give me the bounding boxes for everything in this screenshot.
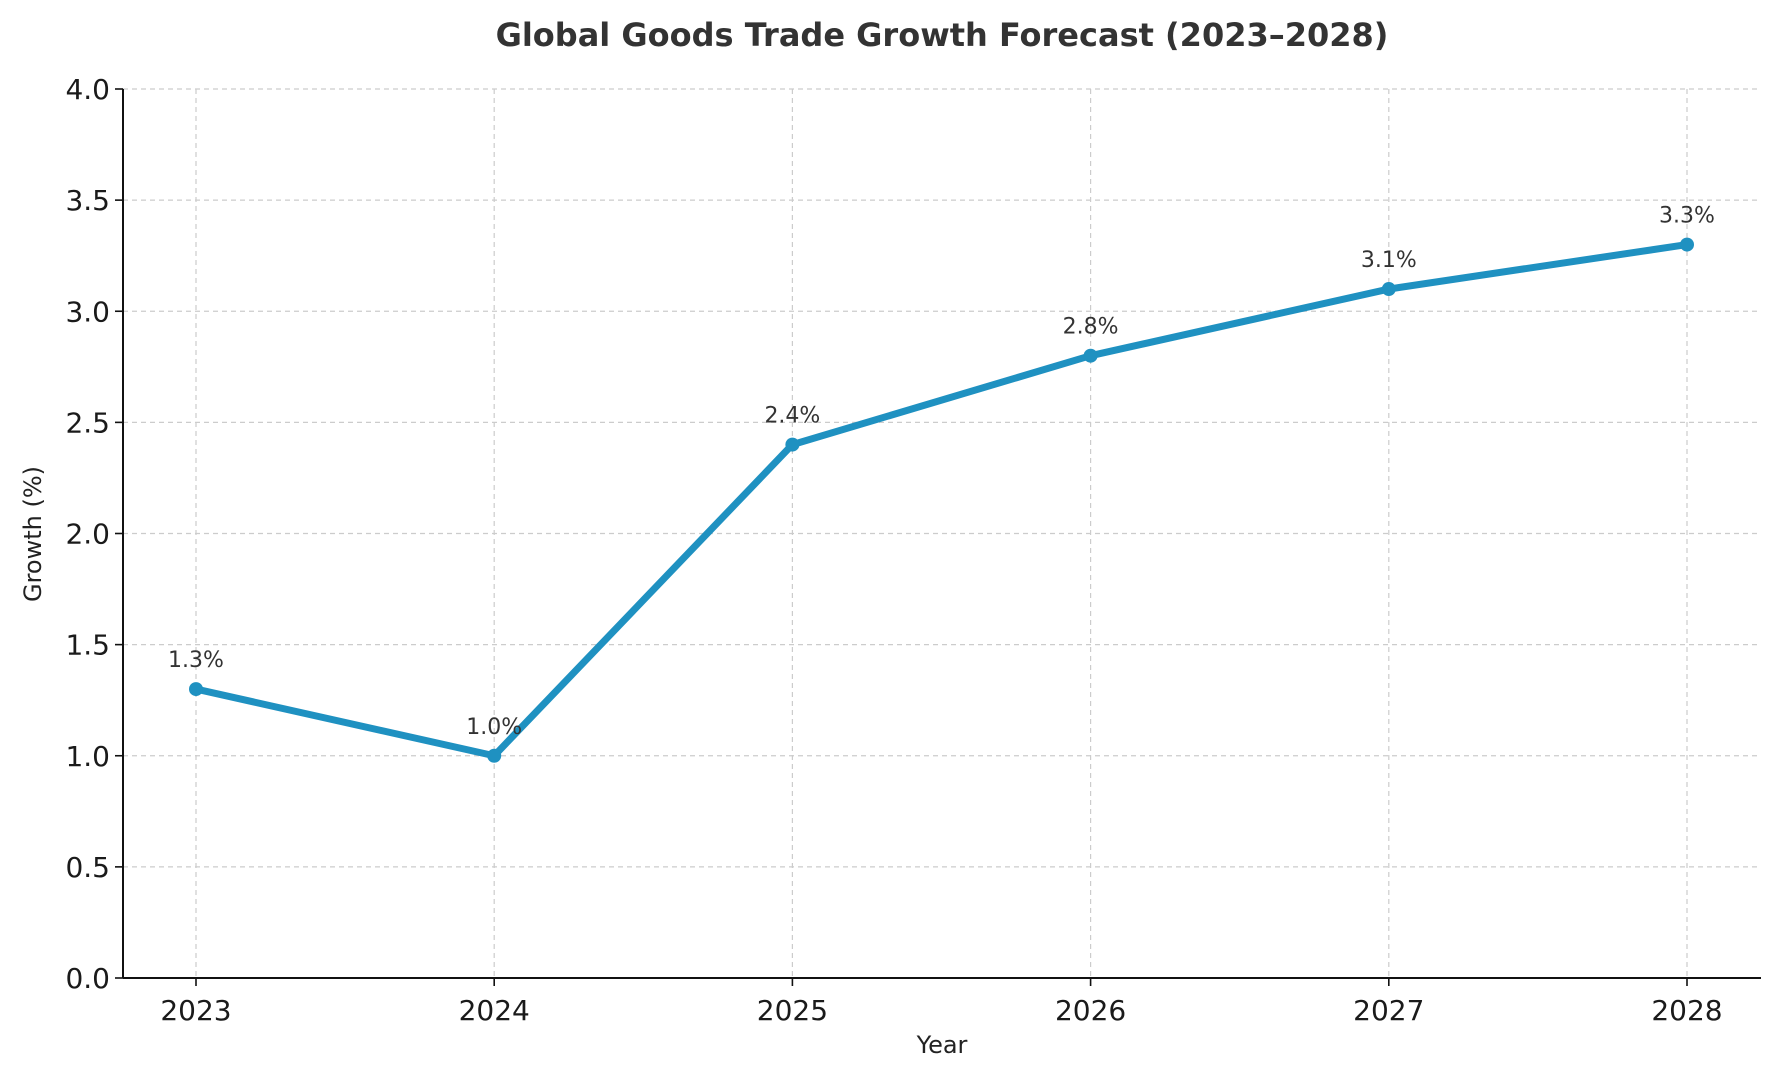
- y-tick-label: 0.5: [65, 851, 110, 884]
- data-point: [189, 682, 203, 697]
- data-point: [1381, 282, 1396, 297]
- x-tick-label: 2024: [459, 994, 530, 1027]
- data-label: 1.0%: [466, 715, 522, 740]
- series: 1.3% 1.0% 2.4% 2.8% 3.1% 3.3%: [168, 204, 1715, 763]
- y-tick-label: 0.0: [65, 962, 110, 995]
- series-line: [195, 241, 1688, 760]
- data-point: [1680, 237, 1694, 252]
- x-tick-label: 2028: [1651, 994, 1722, 1027]
- x-axis-label: Year: [916, 1031, 968, 1059]
- y-tick-label: 2.5: [65, 406, 110, 439]
- data-label: 3.3%: [1659, 204, 1715, 229]
- x-tick-label: 2027: [1353, 994, 1424, 1027]
- data-label: 2.4%: [764, 404, 820, 429]
- data-label: 2.8%: [1063, 315, 1119, 340]
- y-axis-label: Growth (%): [19, 466, 47, 602]
- data-label: 1.3%: [168, 648, 224, 673]
- x-tick-label: 2026: [1055, 994, 1126, 1027]
- data-point: [1083, 348, 1098, 363]
- x-tick-label: 2025: [757, 994, 828, 1027]
- y-tick-label: 4.0: [65, 73, 110, 106]
- y-tick-label: 2.0: [65, 518, 110, 551]
- grid: [123, 88, 1761, 979]
- chart-title: Global Goods Trade Growth Forecast (2023…: [496, 16, 1389, 54]
- y-tick-label: 3.5: [65, 184, 110, 217]
- y-tick-label: 3.0: [65, 295, 110, 328]
- data-point: [785, 437, 800, 452]
- x-tick-label: 2023: [160, 994, 231, 1027]
- axes: 0.0 0.5 1.0 1.5 2.0 2.5 3.0 3.5 4.0 2023 2024 2025 2…: [65, 73, 1761, 1027]
- y-tick-label: 1.0: [65, 740, 110, 773]
- data-point: [487, 748, 502, 763]
- data-label: 3.1%: [1361, 248, 1417, 273]
- y-tick-label: 1.5: [65, 629, 110, 662]
